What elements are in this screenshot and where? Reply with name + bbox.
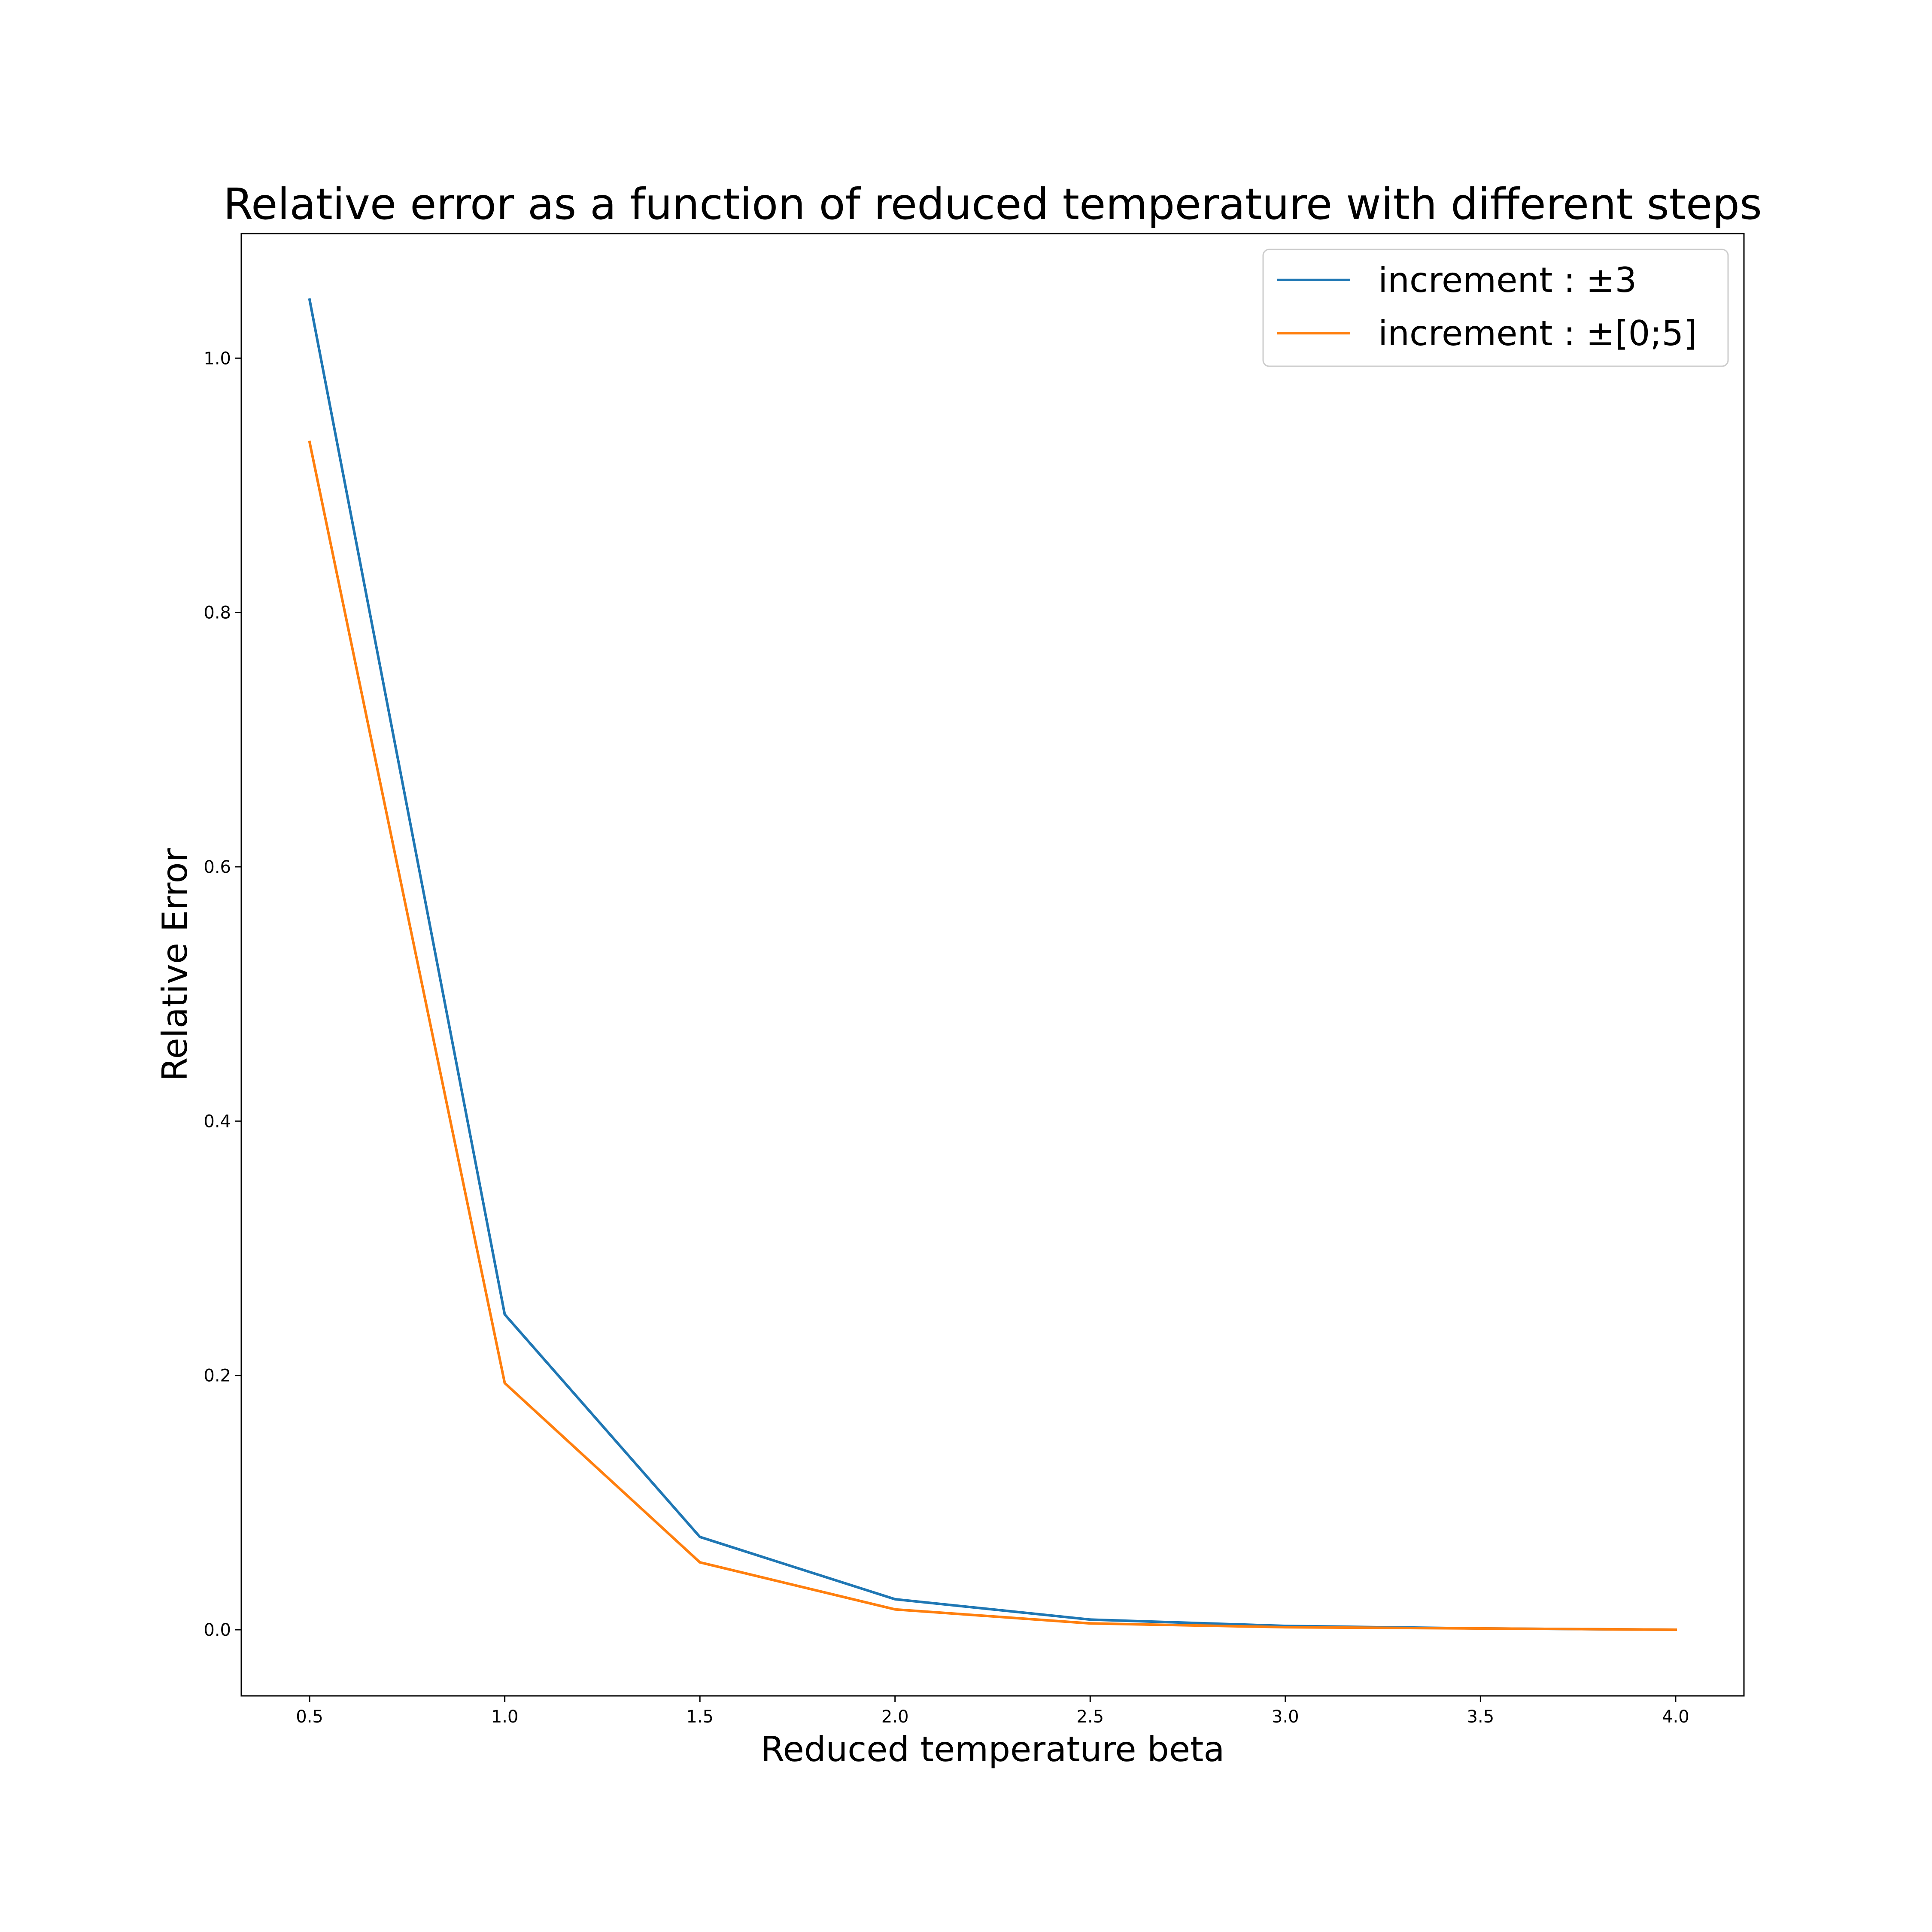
x-tick-label: 2.5 [1076,1707,1104,1727]
plot-area [308,298,1677,1631]
y-tick-label: 0.2 [204,1366,231,1386]
y-tick-label: 0.0 [204,1620,231,1640]
x-tick-label: 2.0 [881,1707,909,1727]
x-axis-label: Reduced temperature beta [761,1729,1225,1769]
x-tick-label: 1.0 [491,1707,519,1727]
series-line-2 [308,440,1677,1631]
y-tick-label: 0.8 [204,603,231,623]
x-tick-label: 1.5 [686,1707,714,1727]
chart-title: Relative error as a function of reduced … [223,179,1762,229]
y-tick-label: 1.0 [204,349,231,368]
x-tick-label: 3.5 [1467,1707,1495,1727]
y-tick-label: 0.4 [204,1112,231,1131]
y-tick-label: 0.6 [204,857,231,877]
x-tick-label: 4.0 [1662,1707,1689,1727]
legend-label-1: increment : ±3 [1378,260,1637,300]
x-axis: 0.5 1.0 1.5 2.0 2.5 3.0 3.5 4.0 [296,1696,1689,1727]
y-axis-label: Relative Error [155,848,195,1081]
x-tick-label: 0.5 [296,1707,323,1727]
y-axis: 0.0 0.2 0.4 0.6 0.8 1.0 [204,349,241,1640]
x-tick-label: 3.0 [1272,1707,1299,1727]
plot-frame [240,233,1745,1697]
legend-label-2: increment : ±[0;5] [1378,313,1697,353]
legend-box [1262,249,1729,367]
legend: increment : ±3 increment : ±[0;5] [1262,249,1729,367]
